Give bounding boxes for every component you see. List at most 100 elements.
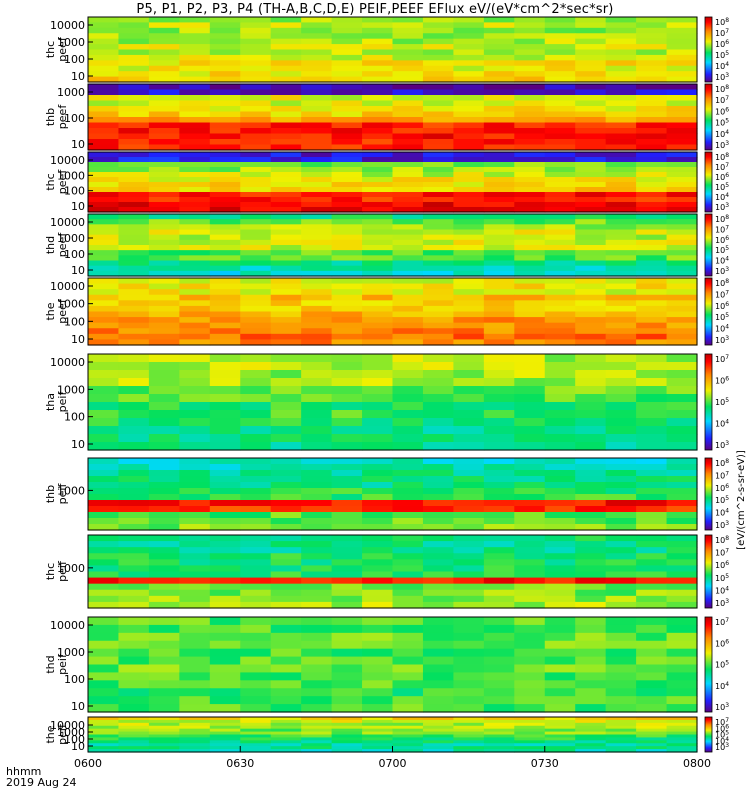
spectrogram-cell <box>392 44 424 51</box>
spectrogram-cell <box>179 680 211 689</box>
spectrogram-cell <box>483 664 515 674</box>
spectrogram-cell <box>666 65 698 72</box>
spectrogram-cell <box>88 656 120 666</box>
spectrogram-cell <box>270 632 302 642</box>
spectrogram-cell <box>422 294 454 301</box>
spectrogram-cell <box>240 255 272 262</box>
spectrogram-cell <box>240 583 272 591</box>
spectrogram-cell <box>209 595 241 603</box>
spectrogram-cell <box>575 100 607 107</box>
spectrogram-cell <box>118 33 150 40</box>
panel-frame <box>87 616 698 713</box>
spectrogram-cell <box>209 328 241 335</box>
spectrogram-cell <box>362 234 394 241</box>
spectrogram-cell <box>544 595 576 603</box>
spectrogram-cell <box>88 664 120 674</box>
spectrogram-cell <box>301 95 333 102</box>
spectrogram-cell <box>453 65 485 72</box>
spectrogram-cell <box>514 311 546 318</box>
colorbar-tick-label: 106 <box>715 106 729 116</box>
spectrogram-cell <box>514 278 546 285</box>
spectrogram-cell <box>362 559 394 567</box>
spectrogram-cell <box>270 260 302 267</box>
spectrogram-cell <box>240 632 272 642</box>
spectrogram-cell <box>666 583 698 591</box>
spectrogram-cell <box>209 362 241 371</box>
spectrogram-cell <box>209 260 241 267</box>
spectrogram-cell <box>605 162 637 168</box>
spectrogram-cell <box>392 717 424 721</box>
spectrogram-cell <box>179 117 211 124</box>
spectrogram-cell <box>148 717 180 721</box>
spectrogram-cell <box>666 283 698 290</box>
spectrogram-cell <box>636 305 668 313</box>
spectrogram-cell <box>453 737 485 741</box>
spectrogram-cell <box>453 640 485 650</box>
spectrogram-cell <box>88 434 120 443</box>
spectrogram-cell <box>270 725 302 730</box>
spectrogram-cell <box>422 197 454 203</box>
spectrogram-cell <box>179 595 211 603</box>
spectrogram-cell <box>666 84 698 91</box>
spectrogram-cell <box>636 333 668 341</box>
spectrogram-cell <box>209 38 241 45</box>
spectrogram-cell <box>270 589 302 597</box>
spectrogram-cell <box>240 322 272 329</box>
spectrogram-cell <box>636 426 668 435</box>
spectrogram-cell <box>88 283 120 290</box>
spectrogram-cell <box>179 664 211 674</box>
spectrogram-cell <box>270 737 302 741</box>
spectrogram-cell <box>179 84 211 91</box>
spectrogram-cell <box>179 577 211 585</box>
spectrogram-cell <box>88 278 120 285</box>
spectrogram-cell <box>118 524 150 531</box>
spectrogram-cell <box>209 746 241 750</box>
spectrogram-cell <box>118 488 150 495</box>
spectrogram-cell <box>392 565 424 573</box>
spectrogram-cell <box>362 229 394 236</box>
spectrogram-cell <box>362 328 394 335</box>
spectrogram-cell <box>453 410 485 419</box>
spectrogram-cell <box>148 434 180 443</box>
spectrogram-cell <box>88 27 120 34</box>
spectrogram-cell <box>544 128 576 135</box>
spectrogram-cell <box>270 38 302 45</box>
spectrogram-cell <box>575 362 607 371</box>
spectrogram-cell <box>179 743 211 747</box>
spectrogram-cell <box>209 89 241 96</box>
spectrogram-cell <box>666 219 698 225</box>
spectrogram-cell <box>240 589 272 597</box>
spectrogram-cell <box>483 402 515 411</box>
spectrogram-cell <box>240 512 272 519</box>
spectrogram-cell <box>209 577 241 585</box>
spectrogram-cell <box>422 54 454 61</box>
spectrogram-cell <box>148 177 180 183</box>
spectrogram-cell <box>666 328 698 335</box>
panel-label: thbpeif <box>44 483 69 505</box>
spectrogram-cell <box>362 743 394 747</box>
spectrogram-cell <box>605 595 637 603</box>
spectrogram-cell <box>483 106 515 113</box>
colorbar-tick-label: 105 <box>715 245 729 255</box>
spectrogram-cell <box>636 583 668 591</box>
spectrogram-cell <box>148 370 180 379</box>
spectrogram-cell <box>453 283 485 290</box>
spectrogram-cell <box>605 239 637 246</box>
spectrogram-cell <box>88 717 120 721</box>
spectrogram-cell <box>544 559 576 567</box>
spectrogram-cell <box>301 672 333 681</box>
spectrogram-cell <box>605 518 637 525</box>
spectrogram-cell <box>240 239 272 246</box>
spectrogram-cell <box>362 177 394 183</box>
spectrogram-cell <box>605 719 637 724</box>
spectrogram-cell <box>422 704 454 713</box>
spectrogram-cell <box>118 704 150 713</box>
spectrogram-cell <box>301 518 333 525</box>
spectrogram-cell <box>88 76 120 83</box>
spectrogram-cell <box>179 139 211 146</box>
spectrogram-cell <box>422 202 454 208</box>
time-axis-caption: hhmm 2019 Aug 24 <box>6 766 76 788</box>
spectrogram-cell <box>209 167 241 173</box>
spectrogram-cell <box>575 197 607 203</box>
spectrogram-cell <box>514 617 546 626</box>
